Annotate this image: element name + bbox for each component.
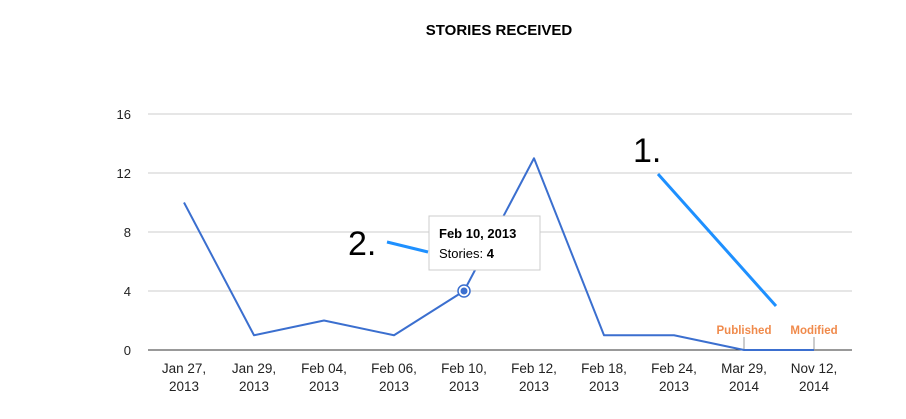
x-tick-label: Feb 12, 2013 [511,361,557,394]
tooltip-value: 4 [487,246,495,261]
annotation-label[interactable]: Modified [790,325,837,337]
tooltip-date: Feb 10, 2013 [439,226,516,241]
x-tick-label: Jan 29, 2013 [232,361,276,394]
callout-2-arrow [386,240,429,254]
tooltip: Feb 10, 2013 Stories: 4 [428,215,541,271]
tooltip-box [428,215,541,271]
annotation-label[interactable]: Published [717,325,772,337]
y-tick-label: 0 [124,343,131,358]
x-tick-label: Mar 29, 2014 [721,361,767,394]
y-tick-label: 16 [117,107,131,122]
tooltip-value-row: Stories: 4 [439,246,495,261]
x-tick-label: Feb 06, 2013 [371,361,417,394]
y-axis-ticks: 0 4 8 12 16 [117,107,131,358]
y-tick-label: 8 [124,225,131,240]
callout-2-label: 2. [348,225,376,263]
callout-1-label: 1. [633,132,661,170]
chart-title: STORIES RECEIVED [426,22,573,39]
x-tick-label: Jan 27, 2013 [162,361,206,394]
highlight-point[interactable] [460,287,468,295]
tooltip-label: Stories: [439,246,487,261]
callout-1-arrow [656,173,778,307]
x-tick-label: Feb 24, 2013 [651,361,697,394]
x-tick-label: Nov 12, 2014 [791,361,838,394]
y-tick-label: 4 [124,284,131,299]
x-axis-ticks: Jan 27, 2013 Jan 29, 2013 Feb 04, 2013 Feb 06,… [162,361,837,394]
x-tick-label: Feb 10, 2013 [441,361,487,394]
y-tick-label: 12 [117,166,131,181]
x-tick-label: Feb 18, 2013 [581,361,627,394]
x-tick-label: Feb 04, 2013 [301,361,347,394]
callout-overlays: 1. 2. [348,132,778,307]
annotation-markers: Published Modified [717,325,838,350]
